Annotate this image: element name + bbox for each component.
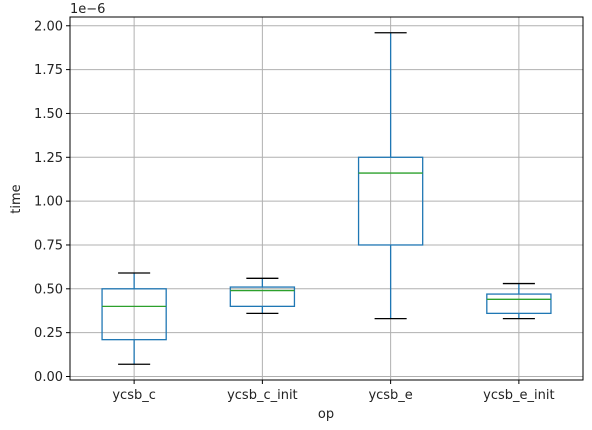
- plot-frame: [69, 16, 584, 381]
- y-tick-label: 1.00: [34, 195, 63, 210]
- x-tick-label: ycsb_c: [112, 388, 156, 403]
- y-tick-label: 0.25: [34, 326, 63, 341]
- x-tick-label: ycsb_e_init: [483, 388, 554, 403]
- y-tick-label: 1.75: [34, 63, 63, 78]
- y-offset-text: 1e−6: [70, 2, 105, 17]
- iqr-box: [101, 288, 167, 341]
- y-tick-label: 0.75: [34, 238, 63, 253]
- iqr-box: [486, 293, 552, 315]
- box-ycsb_c_init: [229, 277, 296, 315]
- x-tick-label: ycsb_c_init: [227, 388, 298, 403]
- y-tick-label: 0.00: [34, 370, 63, 385]
- y-axis-label: time: [9, 184, 24, 213]
- y-tick-label: 1.25: [34, 151, 63, 166]
- box-ycsb_e_init: [486, 282, 552, 320]
- y-tick-label: 0.50: [34, 282, 63, 297]
- iqr-box: [357, 156, 424, 246]
- x-axis-label: op: [318, 407, 334, 422]
- tick-labels: 0.00 0.25 0.50 0.75 1.00 1.25 1.50 1.75 2.00 ycsb…: [34, 19, 555, 403]
- box-ycsb_c: [101, 272, 167, 365]
- iqr-box: [229, 286, 296, 307]
- box-ycsb_e: [357, 32, 424, 320]
- y-tick-label: 2.00: [34, 19, 63, 34]
- axes: [66, 16, 584, 384]
- box-series: [101, 32, 552, 365]
- x-tick-label: ycsb_e: [368, 388, 412, 403]
- grid-lines: [70, 17, 583, 380]
- y-tick-label: 1.50: [34, 107, 63, 122]
